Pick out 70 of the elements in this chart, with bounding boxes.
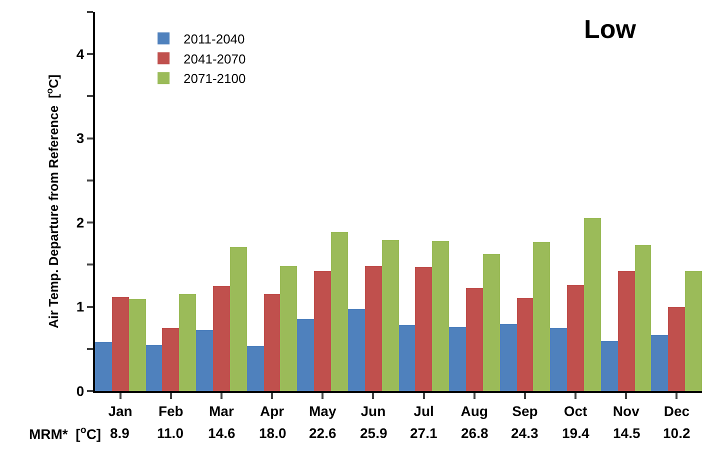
text: 11.0: [157, 425, 184, 441]
bar: [618, 271, 635, 391]
bar: [129, 299, 146, 391]
bar: [483, 254, 500, 391]
legend-label: 2041-2070: [184, 51, 246, 66]
chart-title: Low: [584, 14, 637, 44]
legend-label: 2071-2100: [184, 71, 246, 86]
x-tick-label: Aug: [460, 402, 488, 419]
bar: [668, 307, 685, 391]
y-tick-label: 2: [76, 214, 84, 230]
legend-label: 2011-2040: [184, 31, 245, 46]
text: 14.6: [208, 425, 236, 441]
x-tick-label: Sep: [512, 402, 538, 419]
bar: [264, 294, 280, 391]
bar: [601, 341, 618, 391]
bar: [635, 245, 651, 391]
bar: [146, 345, 162, 391]
text: MRM* [$^{o}$C]: [29, 425, 102, 442]
bar: [651, 335, 668, 391]
bar: [399, 325, 415, 391]
bar: [179, 294, 196, 391]
bar: [213, 286, 230, 391]
bar: [584, 218, 601, 391]
bar: [685, 271, 702, 391]
x-tick-label: Mar: [209, 402, 234, 419]
x-tick-label: Jun: [360, 402, 386, 419]
x-tick-label: Nov: [612, 402, 640, 419]
bar: [297, 319, 314, 391]
text: 18.0: [259, 425, 286, 441]
text: 8.9: [110, 425, 130, 441]
bar: [230, 247, 247, 391]
x-tick-label: Dec: [664, 402, 690, 419]
bar: [517, 298, 533, 391]
bar: [314, 271, 331, 391]
bar: [348, 309, 365, 391]
bar: [196, 330, 213, 391]
bar: [567, 285, 584, 391]
bar: [365, 266, 382, 391]
x-tick-label: Jan: [108, 402, 132, 419]
y-tick-label: 4: [76, 46, 84, 62]
bar: [533, 242, 550, 391]
bar: [331, 232, 348, 391]
bar: [500, 324, 517, 391]
text: 14.5: [613, 425, 640, 441]
text: 26.8: [461, 425, 488, 441]
text: 19.4: [562, 425, 590, 441]
bar: [415, 267, 432, 391]
bar: [162, 328, 179, 391]
x-tick-label: May: [309, 402, 336, 419]
bar: [112, 297, 129, 391]
bar: [432, 241, 449, 391]
text: 22.6: [309, 425, 336, 441]
y-tick-label: 1: [76, 298, 84, 315]
text: 24.3: [511, 425, 538, 441]
text: 10.2: [663, 425, 690, 441]
bar: [382, 240, 399, 391]
y-tick-label: 3: [76, 130, 84, 146]
x-tick-label: Apr: [260, 402, 285, 419]
text: 25.9: [360, 425, 388, 441]
y-tick-label: 0: [76, 382, 84, 399]
bar: [247, 346, 264, 391]
bar: [466, 288, 483, 391]
x-tick-label: Oct: [564, 402, 588, 419]
bar: [449, 327, 466, 391]
bar: [550, 328, 567, 391]
text: 27.1: [410, 425, 438, 441]
bar: [280, 266, 297, 391]
x-tick-label: Jul: [414, 402, 434, 419]
bar: [95, 342, 112, 391]
x-tick-label: Feb: [158, 402, 184, 419]
